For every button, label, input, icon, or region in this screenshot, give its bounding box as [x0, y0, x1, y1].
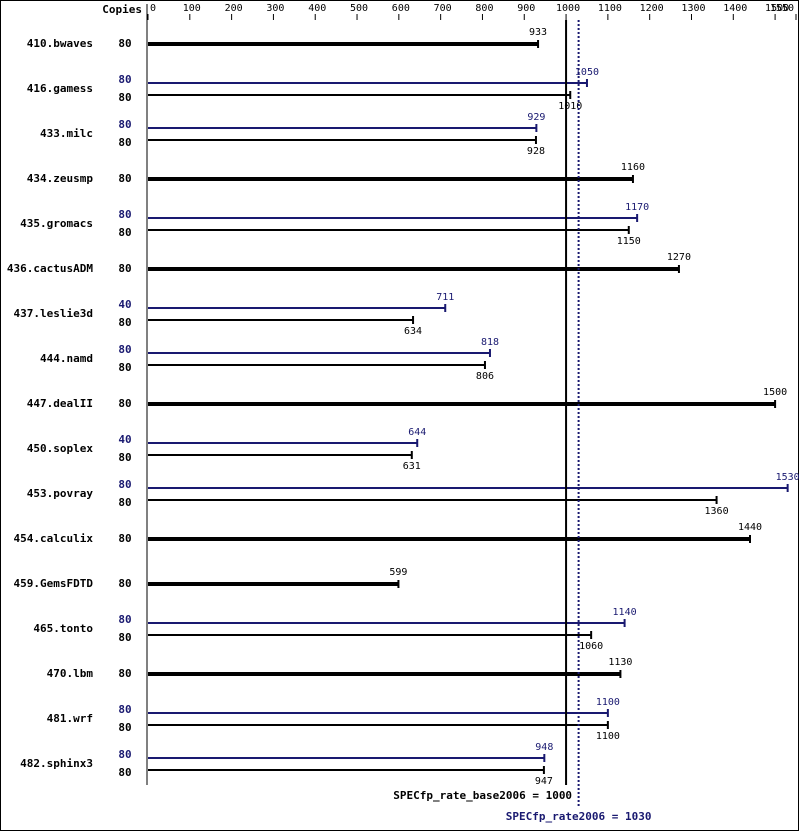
benchmark-label: 416.gamess: [27, 82, 93, 95]
x-tick-label: 300: [266, 3, 284, 14]
x-tick-label: 1550: [770, 3, 794, 14]
value-label: 818: [481, 337, 499, 348]
x-tick-label: 400: [308, 3, 326, 14]
value-label: 1360: [705, 506, 729, 517]
value-label: 599: [389, 567, 407, 578]
benchmark-label: 437.leslie3d: [14, 307, 93, 320]
benchmark-label: 434.zeusmp: [27, 172, 94, 185]
copies-label: 80: [118, 262, 131, 275]
copies-label: 80: [118, 532, 131, 545]
reference-label: SPECfp_rate2006 = 1030: [506, 810, 652, 823]
x-tick-label: 1400: [723, 3, 747, 14]
x-tick-label: 200: [225, 3, 243, 14]
copies-label: 80: [118, 208, 131, 221]
value-label: 1010: [558, 101, 582, 112]
copies-label: 80: [118, 37, 131, 50]
x-tick-label: 100: [183, 3, 201, 14]
benchmark-label: 435.gromacs: [20, 217, 93, 230]
copies-header: Copies: [102, 3, 142, 16]
value-label: 1500: [763, 387, 787, 398]
x-tick-label: 1100: [598, 3, 622, 14]
copies-label: 80: [118, 73, 131, 86]
copies-label: 80: [118, 316, 131, 329]
benchmark-label: 453.povray: [27, 487, 94, 500]
value-label: 711: [436, 292, 454, 303]
copies-label: 80: [118, 766, 131, 779]
value-label: 947: [535, 776, 553, 787]
value-label: 634: [404, 326, 422, 337]
benchmark-label: 444.namd: [40, 352, 93, 365]
copies-label: 40: [118, 433, 131, 446]
value-label: 1440: [738, 522, 762, 533]
x-tick-label: 1000: [556, 3, 580, 14]
copies-label: 80: [118, 91, 131, 104]
x-tick-label: 1300: [681, 3, 705, 14]
x-tick-label: 500: [350, 3, 368, 14]
copies-label: 80: [118, 748, 131, 761]
value-label: 1100: [596, 697, 620, 708]
benchmark-label: 436.cactusADM: [7, 262, 93, 275]
x-tick-label: 900: [517, 3, 535, 14]
value-label: 1100: [596, 731, 620, 742]
x-tick-label: 700: [434, 3, 452, 14]
copies-label: 80: [118, 451, 131, 464]
copies-label: 80: [118, 136, 131, 149]
x-tick-label: 800: [475, 3, 493, 14]
value-label: 631: [403, 461, 421, 472]
value-label: 1170: [625, 202, 649, 213]
benchmark-label: 447.dealII: [27, 397, 93, 410]
benchmark-label: 482.sphinx3: [20, 757, 93, 770]
benchmark-label: 433.milc: [40, 127, 93, 140]
value-label: 1130: [608, 657, 632, 668]
copies-label: 80: [118, 631, 131, 644]
x-tick-label: 1500: [765, 3, 789, 14]
copies-label: 80: [118, 721, 131, 734]
x-tick-label: 1200: [640, 3, 664, 14]
value-label: 644: [408, 427, 426, 438]
benchmark-label: 465.tonto: [33, 622, 93, 635]
x-tick-label: 0: [150, 3, 156, 14]
copies-label: 80: [118, 478, 131, 491]
copies-label: 80: [118, 361, 131, 374]
copies-label: 40: [118, 298, 131, 311]
value-label: 1270: [667, 252, 691, 263]
benchmark-label: 470.lbm: [47, 667, 94, 680]
value-label: 929: [527, 112, 545, 123]
x-tick-label: 600: [392, 3, 410, 14]
copies-label: 80: [118, 226, 131, 239]
copies-label: 80: [118, 496, 131, 509]
value-label: 928: [527, 146, 545, 157]
value-label: 948: [535, 742, 553, 753]
value-label: 1160: [621, 162, 645, 173]
copies-label: 80: [118, 703, 131, 716]
value-label: 933: [529, 27, 547, 38]
benchmark-label: 481.wrf: [47, 712, 93, 725]
reference-label: SPECfp_rate_base2006 = 1000: [393, 789, 572, 802]
value-label: 806: [476, 371, 494, 382]
value-label: 1150: [617, 236, 641, 247]
benchmark-label: 410.bwaves: [27, 37, 93, 50]
copies-label: 80: [118, 613, 131, 626]
value-label: 1050: [575, 67, 599, 78]
copies-label: 80: [118, 667, 131, 680]
copies-label: 80: [118, 577, 131, 590]
copies-label: 80: [118, 343, 131, 356]
copies-label: 80: [118, 172, 131, 185]
value-label: 1140: [613, 607, 637, 618]
copies-label: 80: [118, 397, 131, 410]
value-label: 1060: [579, 641, 603, 652]
benchmark-label: 459.GemsFDTD: [14, 577, 94, 590]
value-label: 1530: [776, 472, 799, 483]
benchmark-label: 454.calculix: [14, 532, 94, 545]
copies-label: 80: [118, 118, 131, 131]
benchmark-label: 450.soplex: [27, 442, 94, 455]
